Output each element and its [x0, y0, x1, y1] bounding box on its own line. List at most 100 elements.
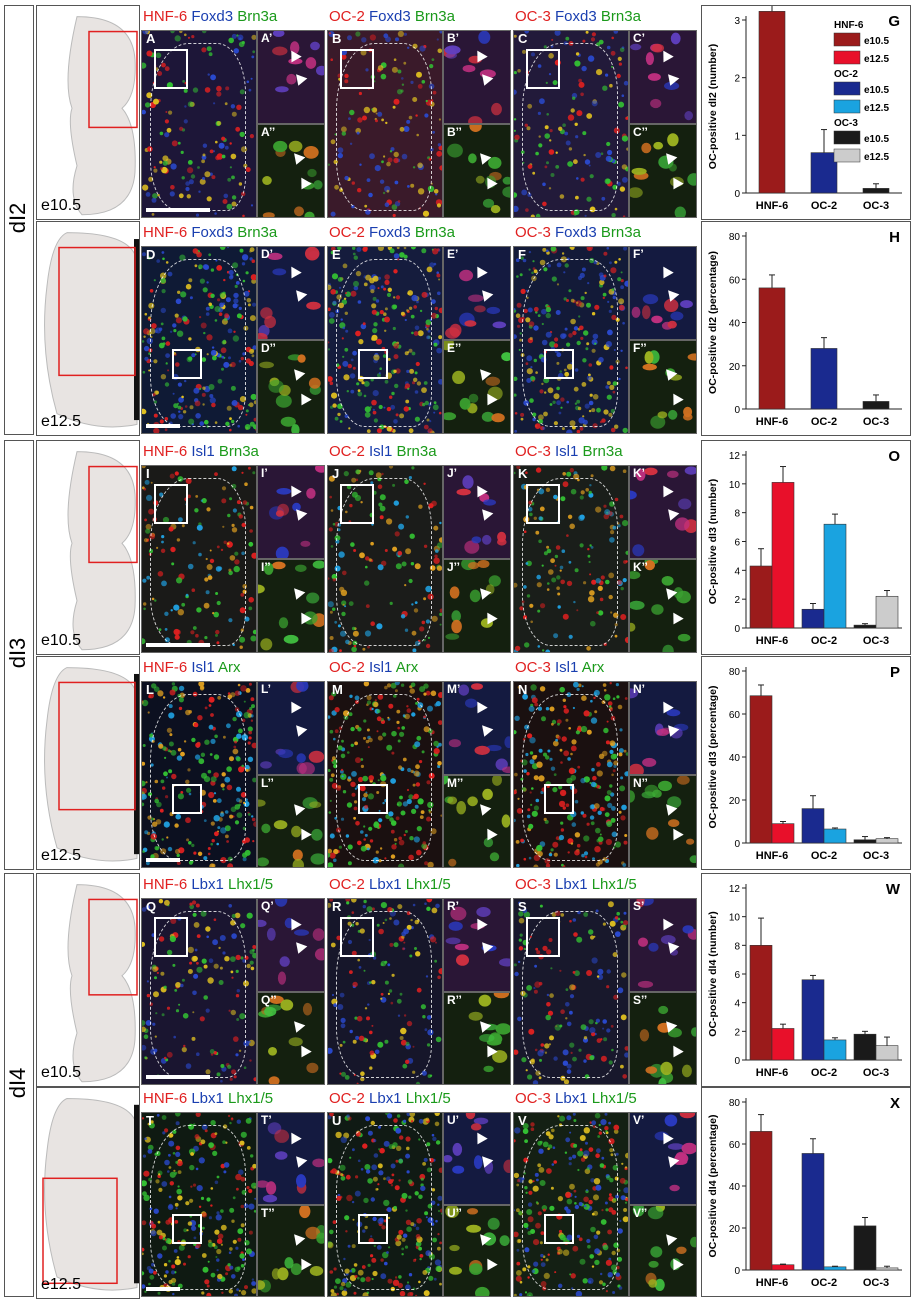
cell-dot	[359, 785, 366, 792]
cell-dot	[146, 50, 153, 57]
cell-nucleus	[668, 163, 677, 172]
micrograph-inset-2: D’’	[257, 340, 325, 434]
cell-dot	[522, 1123, 529, 1129]
y-tick-label: 80	[729, 667, 741, 678]
tissue-outline	[522, 694, 618, 861]
cell-dot	[355, 330, 361, 337]
cell-dot	[381, 560, 387, 566]
cell-dot	[332, 1220, 337, 1224]
cell-dot	[517, 324, 521, 328]
cell-dot	[594, 342, 597, 345]
cell-dot	[148, 508, 155, 515]
stage-label: e12.5	[41, 847, 82, 864]
cell-nucleus	[664, 298, 679, 312]
cell-dot	[219, 247, 226, 250]
cell-dot	[142, 466, 146, 469]
cell-dot	[376, 428, 382, 433]
cell-nucleus	[258, 1279, 266, 1290]
bar-HNF-6-e10.5	[758, 11, 786, 194]
cell-nucleus	[301, 181, 315, 190]
cell-dot	[178, 1003, 181, 1006]
cell-dot	[617, 56, 622, 61]
cell-dot	[400, 683, 405, 687]
inset-letter: T’	[261, 1113, 272, 1127]
cell-dot	[337, 277, 343, 282]
cell-dot	[254, 1197, 256, 1200]
cell-nucleus	[482, 534, 492, 545]
cell-dot	[148, 549, 154, 554]
cell-dot	[624, 771, 628, 777]
inset-letter: L’	[261, 682, 272, 696]
cell-dot	[252, 471, 256, 475]
cell-nucleus	[308, 750, 324, 763]
cell-dot	[393, 354, 399, 360]
cell-dot	[157, 571, 164, 577]
cell-dot	[241, 1290, 247, 1296]
cell-dot	[394, 682, 400, 686]
cell-nucleus	[495, 1022, 510, 1035]
cell-dot	[203, 331, 206, 335]
cell-dot	[369, 34, 376, 41]
channel-label-green: Brn3a	[237, 224, 278, 241]
cell-dot	[423, 683, 429, 689]
midline-bar	[134, 239, 139, 421]
cell-dot	[356, 131, 360, 135]
cell-dot	[393, 253, 400, 259]
cell-dots	[258, 898, 324, 985]
cell-dot	[421, 248, 427, 254]
cell-dot	[248, 402, 254, 408]
channel-label-green: Lhx1/5	[591, 1090, 637, 1107]
bar-OC-2-e10.5	[801, 979, 825, 1061]
cell-dot	[586, 247, 593, 252]
cell-dot	[163, 985, 167, 989]
cell-dot	[360, 1076, 365, 1082]
cord-shape	[44, 667, 138, 862]
cell-dot	[566, 1115, 572, 1121]
cell-dot	[516, 466, 521, 469]
cell-dot	[209, 558, 215, 564]
cell-dot	[432, 1136, 437, 1142]
cell-dot	[435, 1265, 442, 1272]
cell-dot	[433, 342, 438, 347]
cell-nucleus	[642, 757, 657, 767]
cell-dot	[224, 776, 231, 783]
cell-dot	[411, 331, 414, 335]
cell-dot	[328, 811, 332, 814]
cell-dot	[377, 779, 380, 782]
cell-nucleus	[644, 467, 658, 476]
cell-dot	[526, 1292, 533, 1296]
cell-dot	[376, 338, 382, 345]
bar-OC-3-e12.5	[875, 595, 899, 629]
cell-nucleus	[274, 1151, 288, 1160]
cell-nucleus	[630, 490, 637, 500]
cell-dot	[153, 279, 156, 282]
cell-dot	[332, 578, 336, 582]
cell-dot	[342, 326, 346, 330]
x-tick-label: OC-2	[811, 200, 837, 212]
cell-nucleus	[477, 560, 490, 568]
cell-dot	[168, 769, 173, 774]
cord-shape	[67, 16, 136, 216]
channel-label-red: OC-3	[515, 659, 551, 676]
cell-nucleus	[452, 1142, 463, 1156]
cell-dot	[514, 205, 519, 212]
cell-dot	[413, 331, 419, 336]
cell-dot	[142, 802, 145, 807]
cell-dot	[377, 247, 384, 251]
cell-nucleus	[493, 992, 510, 998]
cell-nucleus	[691, 1026, 696, 1037]
cell-dot	[409, 1113, 416, 1117]
panel-letter: A	[146, 31, 156, 46]
cell-dot	[166, 127, 172, 133]
cell-dot	[408, 1195, 412, 1199]
cell-nucleus	[468, 393, 479, 403]
cell-dot	[410, 769, 414, 773]
midline-bar	[134, 673, 139, 855]
cell-dot	[605, 1290, 608, 1293]
cell-nucleus	[482, 788, 493, 800]
cell-nucleus	[654, 1131, 669, 1141]
cell-dot	[617, 1228, 623, 1234]
cell-dot	[534, 423, 541, 429]
cell-dot	[362, 647, 366, 651]
